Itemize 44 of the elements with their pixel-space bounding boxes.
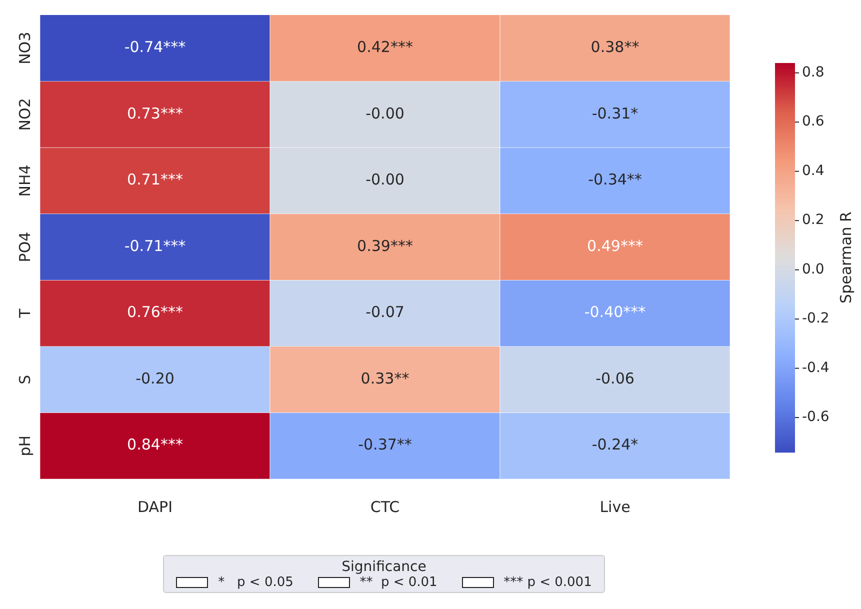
text: * p < 0.05 <box>218 575 294 590</box>
color-bar-label: 0.2 <box>802 212 824 228</box>
data-label: -0.00 <box>366 104 404 122</box>
color-bar-label: 0.0 <box>802 261 824 278</box>
data-label: 0.76*** <box>127 303 184 322</box>
color-bar-label: 0.6 <box>802 114 824 130</box>
y-tick-label: PO4 <box>16 232 34 262</box>
y-tick-label: T <box>16 308 34 319</box>
data-label: -0.71*** <box>124 236 186 255</box>
data-label: -0.74*** <box>124 38 186 56</box>
data-label: 0.49*** <box>587 236 644 255</box>
data-label: 0.33** <box>360 369 410 388</box>
data-label: -0.24* <box>592 436 639 454</box>
color-bar-title: Spearman R <box>836 212 855 304</box>
text: ** p < 0.01 <box>360 575 438 590</box>
data-label: -0.34** <box>588 170 642 189</box>
data-label: -0.37** <box>358 436 412 454</box>
x-tick-label: DAPI <box>137 498 173 516</box>
color-bar-label: -0.2 <box>802 310 830 327</box>
data-label: -0.31* <box>592 104 639 122</box>
color-bar-label: -0.4 <box>802 360 830 376</box>
color-bar-label: -0.6 <box>802 409 830 426</box>
color-bar-label: 0.4 <box>802 162 824 179</box>
data-label: 0.42*** <box>357 38 414 56</box>
data-label: 0.84*** <box>127 436 184 454</box>
legend-title: Significance <box>340 559 428 575</box>
x-tick-label: CTC <box>370 498 400 516</box>
y-tick-label: S <box>16 374 34 384</box>
data-label: -0.06 <box>596 369 634 388</box>
data-label: 0.38** <box>590 38 640 56</box>
color-bar-label: 0.8 <box>802 64 824 80</box>
x-tick-label: Live <box>600 498 630 516</box>
y-tick-label: NH4 <box>16 164 34 197</box>
data-label: -0.07 <box>366 303 404 322</box>
data-label: -0.40*** <box>584 303 646 322</box>
data-label: 0.71*** <box>127 170 184 189</box>
data-label: -0.00 <box>366 170 404 189</box>
y-tick-label: NO3 <box>16 32 34 64</box>
y-tick-label: NO2 <box>16 98 34 131</box>
data-label: 0.39*** <box>357 236 414 255</box>
text: *** p < 0.001 <box>504 575 592 590</box>
data-label: -0.20 <box>136 369 174 388</box>
y-tick-label: pH <box>16 435 34 456</box>
data-label: 0.73*** <box>127 104 184 122</box>
